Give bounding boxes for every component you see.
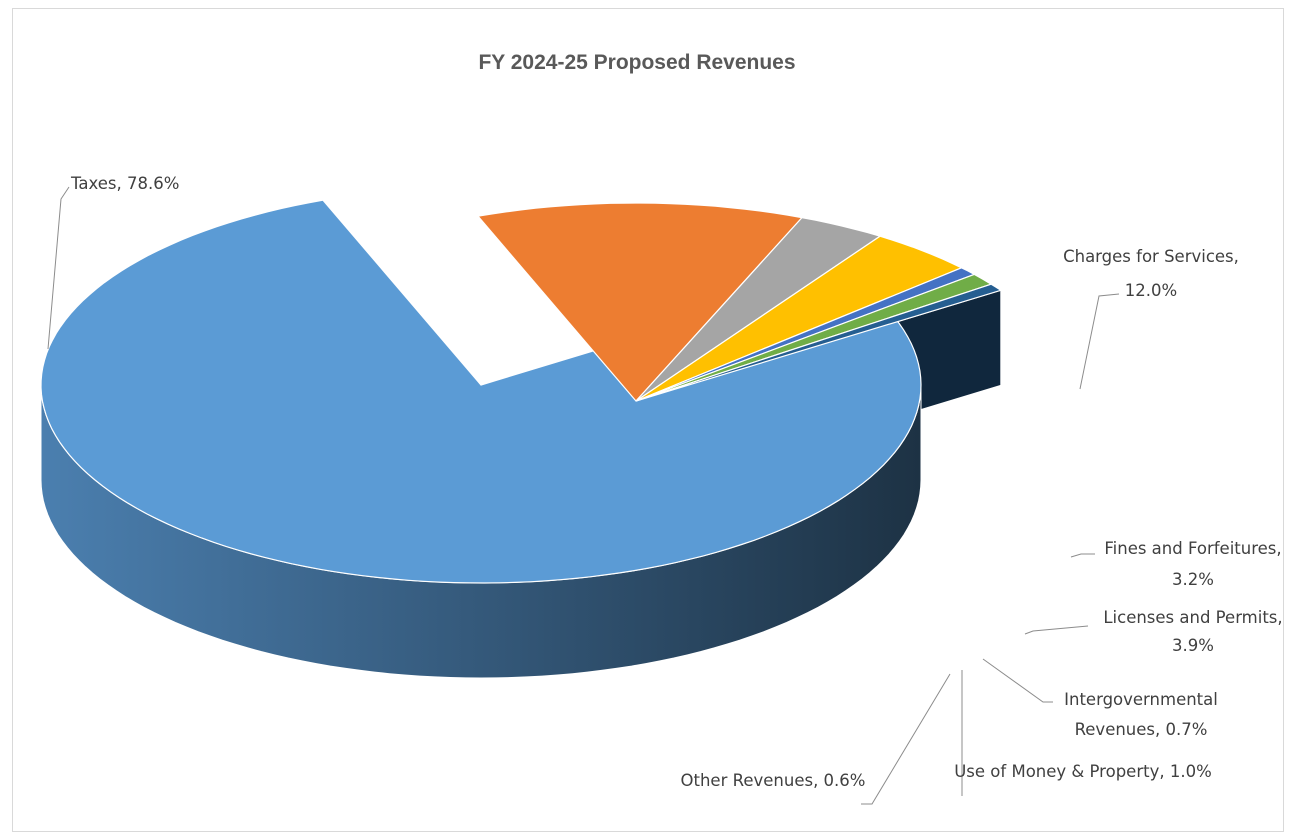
chart-frame: FY 2024-25 Proposed Revenues Taxes, 78.6…	[12, 8, 1284, 832]
data-label-licenses-and-permits-name: Licenses and Permits,	[1103, 608, 1282, 627]
leader-line	[861, 673, 951, 805]
data-label-taxes: Taxes, 78.6%	[70, 174, 179, 193]
slice-taxes	[40, 199, 922, 584]
data-label-licenses-and-permits-value: 3.9%	[1172, 636, 1214, 655]
slice-fines-and-forfeitures	[635, 216, 882, 402]
data-label-other-revenues: Other Revenues, 0.6%	[681, 771, 866, 790]
data-label-intergovernmental-revenues-name: Intergovernmental	[1064, 690, 1218, 709]
leader-lines	[47, 186, 1120, 805]
leader-line	[1070, 553, 1095, 558]
leader-line	[1079, 293, 1120, 390]
slice-licenses-and-permits	[635, 235, 963, 402]
leader-line	[47, 186, 70, 350]
chart-title: FY 2024-25 Proposed Revenues	[478, 51, 795, 74]
data-label-fines-and-forfeitures-name: Fines and Forfeitures,	[1104, 539, 1281, 558]
pie-chart: FY 2024-25 Proposed Revenues Taxes, 78.6…	[40, 51, 1283, 805]
slice-other-revenues	[635, 283, 1003, 402]
pie-tops	[40, 199, 1003, 584]
leader-line	[1024, 625, 1089, 635]
data-labels: Taxes, 78.6% Charges for Services, 12.0% Fi…	[70, 174, 1283, 790]
data-label-charges-for-services-value: 12.0%	[1125, 281, 1177, 300]
data-label-charges-for-services-name: Charges for Services,	[1063, 247, 1239, 266]
data-label-intergovernmental-revenues-value: Revenues, 0.7%	[1075, 720, 1208, 739]
slice-charges-for-services	[476, 202, 804, 402]
data-label-fines-and-forfeitures-value: 3.2%	[1172, 570, 1214, 589]
data-label-use-of-money-property: Use of Money & Property, 1.0%	[954, 762, 1212, 781]
leader-line	[982, 658, 1053, 703]
